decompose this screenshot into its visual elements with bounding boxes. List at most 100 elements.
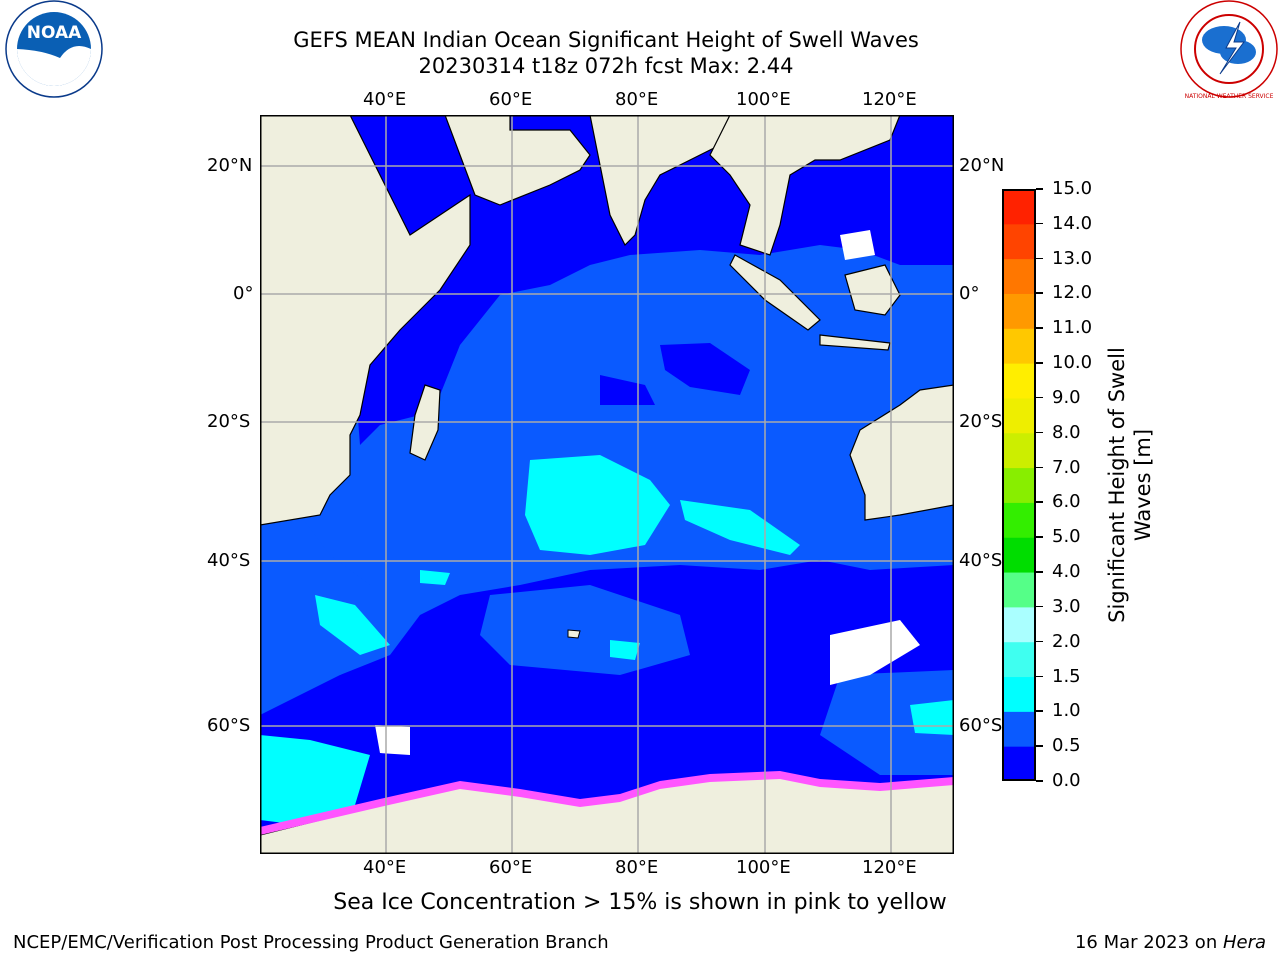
colorbar-segment (1002, 711, 1036, 747)
colorbar-label: 0.0 (1052, 770, 1081, 791)
colorbar-tick (1036, 780, 1043, 782)
sea-ice-fringe (260, 771, 954, 835)
lat-label-left-20s: 20°S (207, 411, 251, 432)
lon-label-bottom-100e: 100°E (736, 857, 791, 878)
land-borneo (844, 264, 901, 316)
colorbar-segment (1002, 467, 1036, 503)
footer-date: 16 Mar 2023 on Hera (1075, 932, 1266, 953)
nws-logo: NATIONAL WEATHER SERVICE (1180, 0, 1278, 100)
colorbar-segment (1002, 572, 1036, 608)
swell-zone-southwest-high (260, 735, 370, 825)
lon-label-bottom-80e: 80°E (615, 857, 659, 878)
colorbar-tick (1036, 431, 1043, 434)
colorbar-label: 14.0 (1052, 212, 1093, 234)
land-java (819, 334, 891, 351)
footer-branch: NCEP/EMC/Verification Post Processing Pr… (13, 932, 609, 953)
colorbar-segment (1002, 363, 1036, 399)
colorbar-title-line2: Waves [m] (1131, 428, 1155, 542)
colorbar-title-line1: Significant Height of Swell (1105, 347, 1129, 623)
colorbar-tick (1036, 745, 1043, 747)
colorbar-label: 15.0 (1052, 178, 1093, 199)
land-sumatra (729, 254, 821, 331)
colorbar-segment (1002, 641, 1036, 678)
map-subtitle: 20230314 t18z 072h fcst Max: 2.44 (418, 54, 794, 78)
colorbar-tick (1036, 605, 1043, 608)
colorbar-segment (1002, 189, 1036, 225)
colorbar-tick (1036, 466, 1043, 469)
lat-label-left-0: 0° (233, 283, 254, 304)
colorbar-tick (1036, 327, 1043, 329)
colorbar-tick (1036, 257, 1043, 260)
footer-host: Hera (1222, 932, 1266, 953)
lon-label-top-40e: 40°E (363, 89, 407, 110)
swell-zone-pocket-low-2 (600, 375, 655, 405)
colorbar-segment (1002, 328, 1036, 364)
nodata-patch-3 (840, 230, 875, 260)
colorbar-segment (1002, 432, 1036, 469)
swell-zone-east-high (680, 500, 800, 555)
colorbar-label: 0.5 (1052, 735, 1081, 757)
lon-label-bottom-40e: 40°E (363, 857, 407, 878)
colorbar-tick (1036, 501, 1043, 503)
swell-zone-southeast-mid (820, 670, 954, 775)
colorbar-label: 11.0 (1052, 317, 1093, 339)
lat-label-right-20n: 20°N (959, 155, 1005, 176)
lat-label-left-20n: 20°N (207, 155, 253, 176)
colorbar (1002, 189, 1036, 781)
colorbar-segment (1002, 502, 1036, 538)
colorbar-label: 9.0 (1052, 386, 1081, 408)
land-australia (849, 384, 954, 521)
colorbar-segment (1002, 676, 1036, 712)
land-kerguelen (567, 629, 581, 639)
lat-label-right-40s: 40°S (959, 550, 1003, 571)
swell-zone-west-high (315, 595, 390, 655)
swell-zone-small-high-2 (420, 570, 450, 585)
colorbar-tick (1036, 362, 1043, 364)
lon-label-top-100e: 100°E (736, 89, 791, 110)
lon-label-top-60e: 60°E (489, 89, 533, 110)
colorbar-label: 4.0 (1052, 561, 1081, 583)
map-frame (260, 115, 954, 854)
map-grid (260, 115, 954, 854)
colorbar-tick (1036, 675, 1043, 678)
swell-height-map (260, 115, 954, 854)
lon-label-bottom-60e: 60°E (489, 857, 533, 878)
colorbar-tick (1036, 640, 1043, 643)
lon-label-bottom-120e: 120°E (862, 857, 917, 878)
colorbar-segment (1002, 223, 1036, 260)
colorbar-label: 1.5 (1052, 665, 1081, 687)
colorbar-label: 2.0 (1052, 630, 1081, 652)
land-southeast-asia (709, 115, 901, 256)
colorbar-segment (1002, 746, 1036, 781)
colorbar-segment (1002, 537, 1036, 573)
colorbar-label: 13.0 (1052, 247, 1093, 269)
colorbar-tick (1036, 292, 1043, 294)
colorbar-title: Significant Height of Swell Waves [m] (1104, 325, 1156, 645)
colorbar-segment (1002, 397, 1036, 434)
lat-label-left-60s: 60°S (207, 715, 251, 736)
colorbar-tick (1036, 710, 1043, 712)
noaa-logo-text: NOAA (27, 23, 82, 43)
swell-zone-central-high (525, 455, 670, 555)
lat-label-right-60s: 60°S (959, 715, 1003, 736)
colorbar-frame (1002, 189, 1036, 781)
noaa-logo: NOAA (5, 0, 103, 98)
swell-zone-small-high (610, 640, 640, 660)
colorbar-tick (1036, 188, 1043, 190)
colorbar-tick (1036, 396, 1043, 399)
swell-zone-far-southeast-high (910, 700, 954, 735)
swell-zone-pocket-low-1 (660, 343, 750, 395)
colorbar-label: 12.0 (1052, 282, 1093, 304)
lat-label-left-40s: 40°S (207, 550, 251, 571)
colorbar-segment (1002, 606, 1036, 643)
colorbar-segment (1002, 293, 1036, 329)
colorbar-label: 1.0 (1052, 700, 1081, 722)
colorbar-label: 3.0 (1052, 595, 1081, 617)
colorbar-tick (1036, 222, 1043, 225)
sea-ice-caption: Sea Ice Concentration > 15% is shown in … (333, 890, 947, 915)
nws-logo-text: NATIONAL WEATHER SERVICE (1185, 93, 1274, 100)
colorbar-tick (1036, 571, 1043, 573)
colorbar-segment (1002, 258, 1036, 294)
lon-label-top-80e: 80°E (615, 89, 659, 110)
colorbar-label: 7.0 (1052, 456, 1081, 478)
